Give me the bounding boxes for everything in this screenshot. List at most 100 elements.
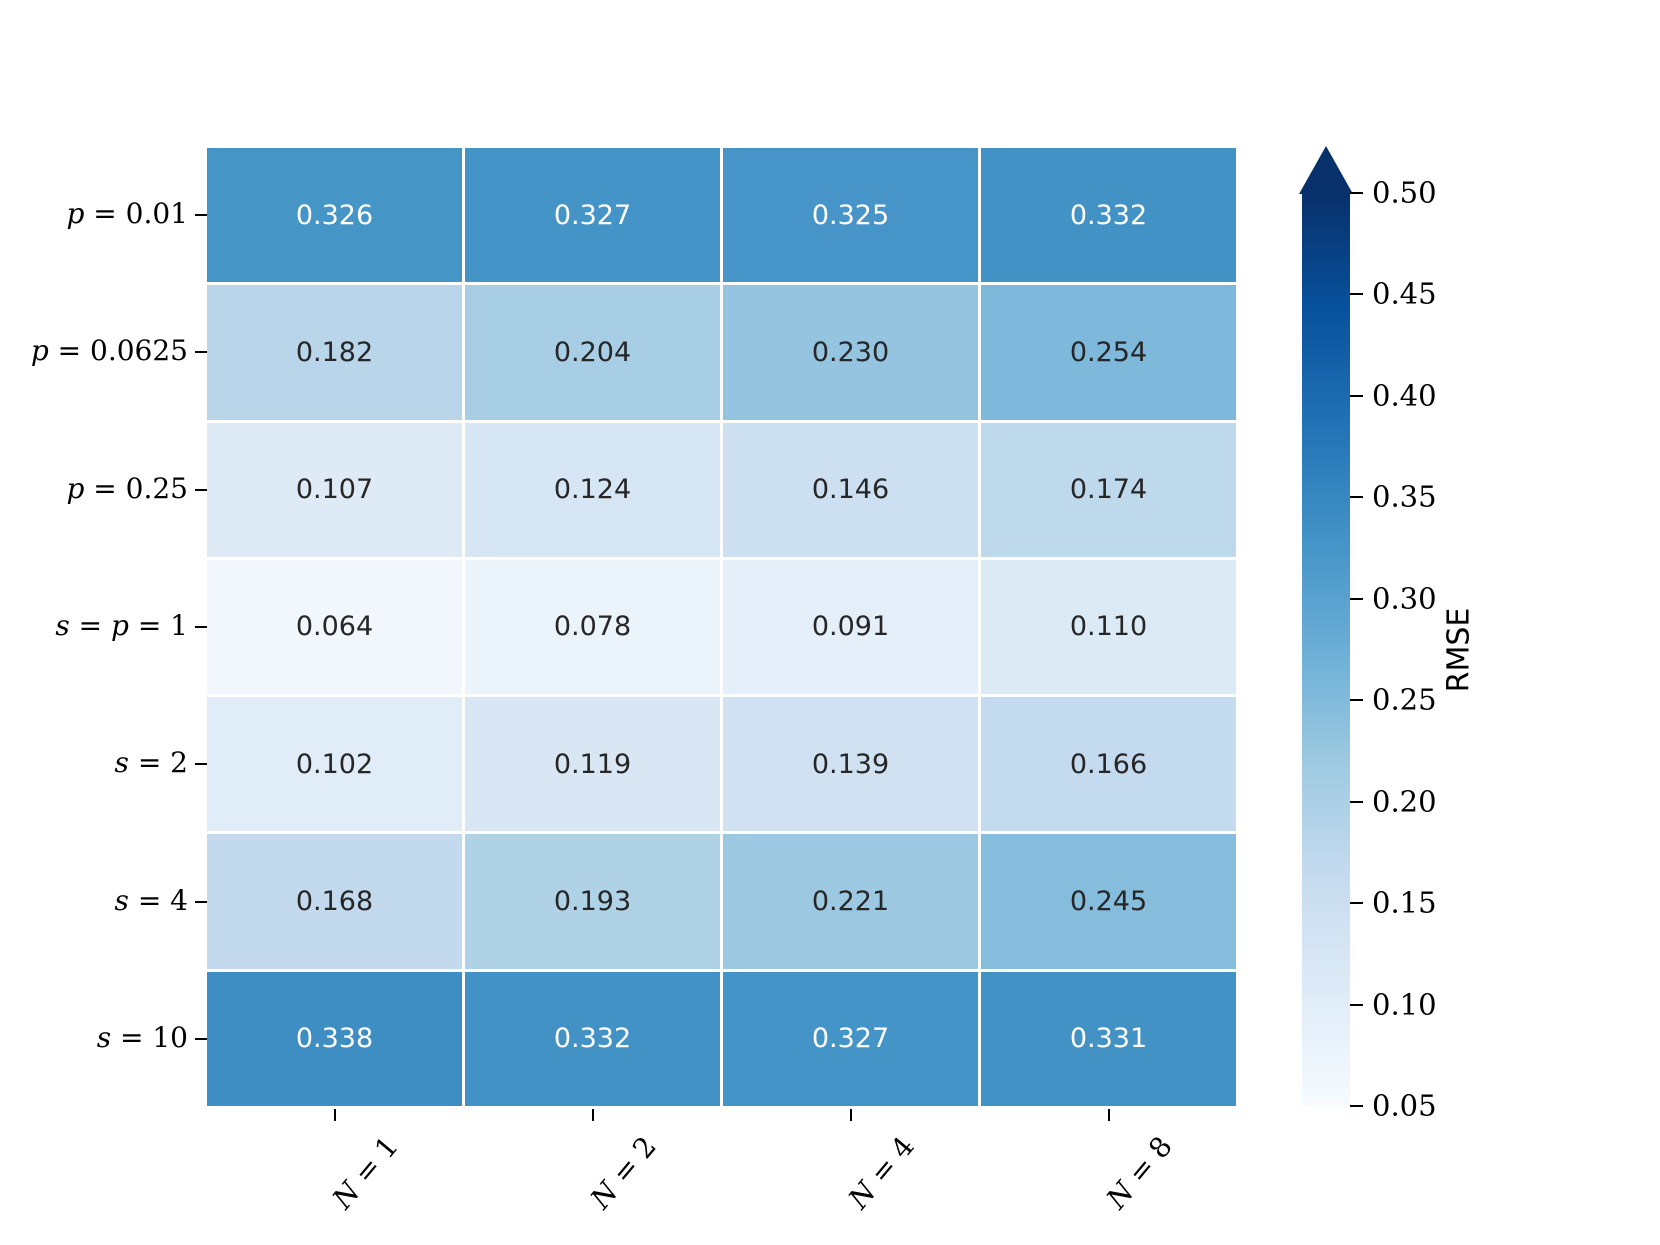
heatmap-cell: 0.204 [465,285,720,420]
heatmap-cell: 0.064 [207,559,462,695]
colorbar-tick-label: 0.45 [1372,276,1437,311]
heatmap-cell: 0.168 [207,834,462,969]
heatmap-grid: 0.326 0.327 0.325 0.332 0.182 0.204 0.230 0.254… [207,148,1236,1106]
heatmap-cell: 0.078 [465,559,720,695]
heatmap-cell-value: 0.168 [295,886,374,918]
x-tick-mark [333,1109,336,1121]
x-tick-label: N = 1 [325,1130,405,1216]
colorbar-tick-label: 0.15 [1372,885,1437,920]
colorbar-tick-mark [1350,293,1363,296]
heatmap-cell-value: 0.326 [295,199,374,231]
heatmap-cell: 0.326 [207,148,462,283]
heatmap-cell: 0.119 [465,697,720,832]
heatmap-cell: 0.325 [723,148,978,283]
heatmap-cell-value: 0.230 [811,336,890,368]
heatmap-cell: 0.182 [207,285,462,420]
heatmap-cell: 0.221 [723,834,978,969]
colorbar-tick-mark [1350,192,1363,194]
heatmap-cell: 0.331 [981,971,1236,1106]
heatmap-cell-value: 0.332 [1069,199,1148,231]
heatmap-cell: 0.124 [465,422,720,557]
colorbar-axis-label: RMSE [1441,607,1477,693]
y-tick-label: s = 4 [114,883,188,917]
colorbar-tick-label: 0.40 [1372,378,1437,413]
colorbar-tick-mark [1350,800,1363,803]
heatmap-cell: 0.338 [207,971,462,1106]
heatmap-cell-value: 0.332 [553,1023,632,1055]
x-tick-mark [1107,1109,1110,1121]
heatmap-cell-value: 0.102 [295,748,374,780]
heatmap-cell-value: 0.146 [811,474,890,506]
heatmap-cell: 0.327 [723,971,978,1106]
heatmap-cell-value: 0.107 [295,474,374,506]
heatmap-cell-value: 0.327 [553,199,632,231]
x-tick-mark [849,1109,852,1121]
heatmap-cell-value: 0.204 [553,336,632,368]
heatmap-cell-value: 0.325 [811,199,890,231]
heatmap-cell: 0.327 [465,148,720,283]
colorbar-tick-mark [1350,902,1363,905]
heatmap-cell-value: 0.338 [295,1023,374,1055]
y-tick-mark [195,1037,207,1040]
y-tick-mark [195,626,207,628]
heatmap-cell-value: 0.064 [295,611,374,643]
x-tick-label: N = 4 [841,1130,921,1216]
y-tick-label: s = 2 [114,746,188,780]
y-tick-mark [195,488,207,491]
y-tick-mark [195,763,207,766]
colorbar-tick-mark [1350,394,1363,397]
heatmap-cell-value: 0.221 [811,886,890,918]
y-tick-mark [195,214,207,217]
heatmap-cell: 0.110 [981,559,1236,695]
colorbar-tick-label: 0.35 [1372,479,1437,514]
heatmap-cell: 0.245 [981,834,1236,969]
heatmap-cell-value: 0.254 [1069,336,1148,368]
colorbar-extend-arrow [1299,146,1353,194]
colorbar-tick-mark [1350,1003,1363,1006]
heatmap-cell: 0.332 [465,971,720,1106]
heatmap-cell: 0.193 [465,834,720,969]
y-tick-label: s = p = 1 [55,609,188,643]
heatmap-cell-value: 0.174 [1069,474,1148,506]
heatmap-cell-value: 0.327 [811,1023,890,1055]
x-tick-label: N = 8 [1099,1130,1179,1216]
heatmap-cell: 0.139 [723,697,978,832]
colorbar-tick-label: 0.05 [1372,1088,1437,1123]
heatmap-cell: 0.107 [207,422,462,557]
heatmap-cell: 0.254 [981,285,1236,420]
x-tick-mark [591,1109,594,1121]
heatmap-cell: 0.146 [723,422,978,557]
heatmap-cell-value: 0.110 [1069,611,1148,643]
heatmap-cell-value: 0.331 [1069,1023,1148,1055]
heatmap-cell-value: 0.139 [811,748,890,780]
heatmap-cell-value: 0.124 [553,474,632,506]
y-tick-mark [195,351,207,354]
heatmap-cell: 0.091 [723,559,978,695]
colorbar-tick-label: 0.10 [1372,986,1437,1021]
heatmap-cell-value: 0.091 [811,611,890,643]
colorbar-tick-label: 0.20 [1372,783,1437,818]
heatmap-cell-value: 0.193 [553,886,632,918]
colorbar-tick-label: 0.25 [1372,682,1437,717]
colorbar-gradient [1302,193,1350,1106]
heatmap-cell: 0.166 [981,697,1236,832]
colorbar-tick-mark [1350,699,1363,702]
y-tick-mark [195,900,207,903]
y-tick-label: s = 10 [96,1021,188,1055]
heatmap-cell-value: 0.245 [1069,886,1148,918]
heatmap-cell: 0.174 [981,422,1236,557]
colorbar-tick-mark [1350,597,1363,600]
y-tick-label: p = 0.01 [66,197,188,231]
x-tick-label: N = 2 [583,1130,663,1216]
heatmap-cell-value: 0.078 [553,611,632,643]
colorbar-tick-mark [1350,496,1363,499]
heatmap-cell-value: 0.119 [553,748,632,780]
y-tick-label: p = 0.0625 [30,334,188,368]
colorbar-tick-label: 0.50 [1372,175,1437,210]
heatmap-cell: 0.230 [723,285,978,420]
colorbar-tick-label: 0.30 [1372,581,1437,616]
heatmap-cell-value: 0.166 [1069,748,1148,780]
heatmap-cell-value: 0.182 [295,336,374,368]
colorbar-tick-mark [1350,1105,1363,1107]
